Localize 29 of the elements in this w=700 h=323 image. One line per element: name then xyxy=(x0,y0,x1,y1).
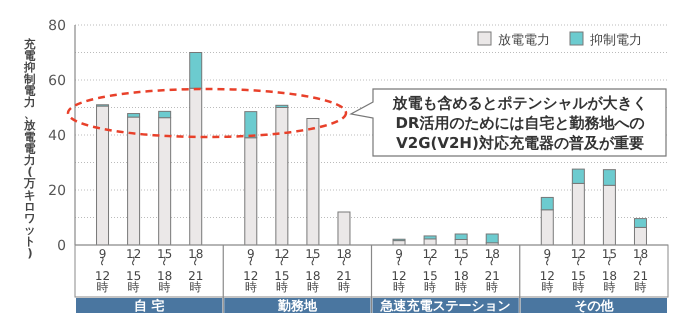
x-tick-label: 12〜15時 xyxy=(274,247,290,294)
y-tick-label: 40 xyxy=(48,128,66,144)
y-tick-label: 80 xyxy=(48,18,66,34)
y-tick-label: 0 xyxy=(57,238,66,254)
x-tick-label: 15〜18時 xyxy=(454,247,469,294)
x-tick-label: 12〜15時 xyxy=(422,247,438,294)
text: その他 xyxy=(574,299,614,314)
x-tick-label: 9〜12時 xyxy=(391,247,407,294)
text: 充電抑制電力、放電電力(万キロワット) xyxy=(24,37,36,260)
x-tick-label: 18〜21時 xyxy=(188,247,204,294)
annotation: 放電も含めるとポテンシャルが大きく DR活用のためには自宅と勤務地への V2G(V2H)対応充電器の普及が重要 xyxy=(392,94,648,152)
x-tick-label: 12〜15時 xyxy=(126,247,142,294)
y-tick-label: 20 xyxy=(48,183,66,199)
x-tick-label: 9〜12時 xyxy=(243,247,258,294)
x-tick-label: 9〜12時 xyxy=(94,247,110,294)
legend-label: 抑制電力 xyxy=(590,33,642,48)
x-tick-label: 18〜21時 xyxy=(336,247,352,294)
x-tick-label: 18〜21時 xyxy=(632,247,648,294)
x-tick-label: 12〜15時 xyxy=(570,247,586,294)
x-tick-label: 15〜18時 xyxy=(602,247,618,294)
x-tick-label: 15〜18時 xyxy=(305,247,321,294)
text: 勤務地 xyxy=(276,299,318,314)
x-tick-label: 18〜21時 xyxy=(484,247,500,294)
legend-label: 放電電力 xyxy=(498,33,550,48)
y-tick-label: 60 xyxy=(48,73,66,89)
x-tick-label: 9〜12時 xyxy=(540,247,555,294)
text: 急速充電ステーション xyxy=(380,298,511,314)
x-tick-label: 15〜18時 xyxy=(157,247,172,294)
text: 自 宅 xyxy=(134,298,164,314)
